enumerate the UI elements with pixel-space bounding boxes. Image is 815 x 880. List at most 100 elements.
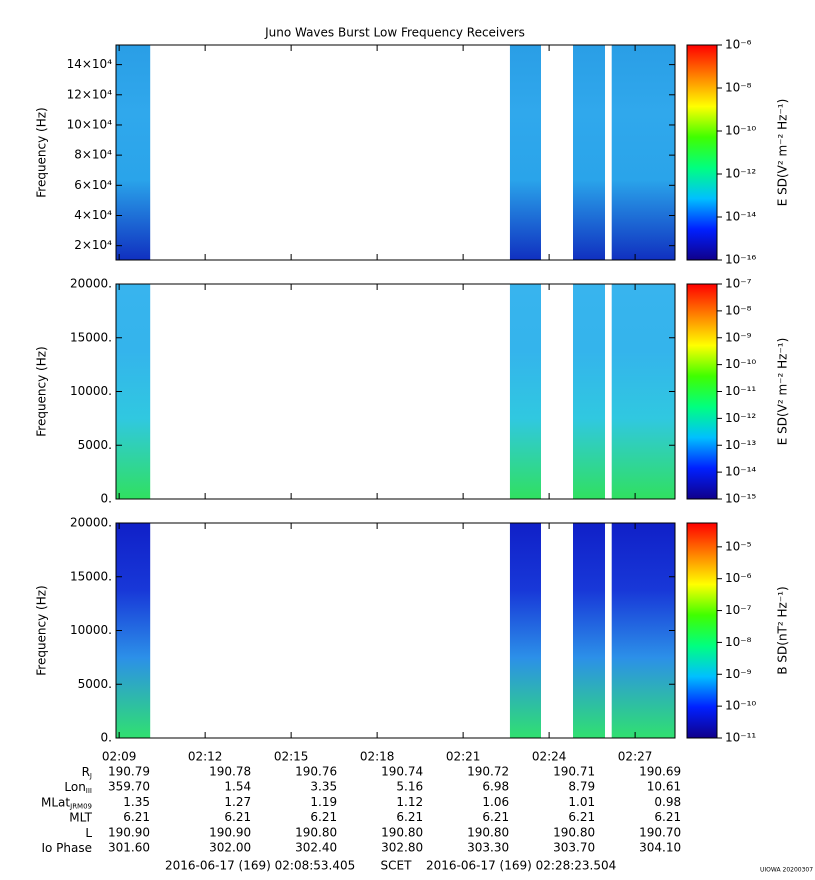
- footer-label: SCET: [381, 859, 413, 873]
- ephemeris-value: 190.79: [108, 765, 150, 779]
- ephemeris-label: Io Phase: [41, 841, 92, 855]
- colorbar-label: B SD(nT² Hz⁻¹): [776, 586, 790, 674]
- y-tick-label: 6×10⁴: [74, 178, 112, 192]
- colorbar-tick-label: 10⁻⁹: [725, 667, 752, 681]
- ephemeris-sub: J: [89, 772, 92, 780]
- ephemeris-value: 301.60: [108, 841, 150, 855]
- x-tick-label: 02:15: [274, 750, 309, 764]
- ephemeris-value: 190.70: [639, 825, 681, 839]
- spectrogram-block: [611, 523, 675, 738]
- y-tick-label: 12×10⁴: [67, 87, 113, 101]
- ephemeris-value: 6.21: [224, 810, 251, 824]
- ephemeris-sub: III: [86, 787, 92, 795]
- y-tick-label: 8×10⁴: [74, 148, 112, 162]
- credit: UIOWA 20200307: [760, 867, 813, 874]
- y-axis-label: Frequency (Hz): [35, 107, 49, 198]
- colorbar-tick-label: 10⁻¹⁰: [725, 699, 756, 713]
- ephemeris-value: 302.80: [381, 841, 423, 855]
- y-tick-label: 10000.: [70, 384, 112, 398]
- spectrogram-block: [611, 45, 675, 260]
- ephemeris-value: 359.70: [108, 780, 150, 794]
- y-tick-label: 2×10⁴: [74, 238, 112, 252]
- y-tick-label: 10000.: [70, 623, 112, 637]
- colorbar-tick-label: 10⁻⁶: [725, 38, 752, 52]
- colorbar-tick-label: 10⁻⁷: [725, 603, 752, 617]
- colorbar-tick-label: 10⁻¹⁴: [725, 210, 756, 224]
- ephemeris-value: 190.71: [553, 765, 595, 779]
- spectrogram-block: [573, 523, 606, 738]
- x-tick-label: 02:27: [618, 750, 653, 764]
- ephemeris-name: Io Phase: [41, 841, 92, 855]
- plot-frame: [115, 44, 676, 261]
- y-tick-label: 0.: [101, 731, 112, 745]
- ephemeris-value: 303.70: [553, 841, 595, 855]
- spectrogram-block: [573, 284, 606, 499]
- y-tick-label: 5000.: [78, 438, 112, 452]
- spectrogram-block: [509, 45, 541, 260]
- ephemeris-value: 190.90: [209, 825, 251, 839]
- colorbar-tick-label: 10⁻¹⁴: [725, 465, 756, 479]
- ephemeris-value: 303.30: [467, 841, 509, 855]
- spectrogram-block: [509, 284, 541, 499]
- ephemeris-value: 6.21: [310, 810, 337, 824]
- colorbar-tick-label: 10⁻⁶: [725, 571, 752, 585]
- ephemeris-value: 190.80: [467, 825, 509, 839]
- colorbar-tick-label: 10⁻¹⁰: [725, 357, 756, 371]
- ephemeris-value: 1.01: [568, 795, 595, 809]
- ephemeris-value: 1.19: [310, 795, 337, 809]
- y-tick-label: 15000.: [70, 569, 112, 583]
- colorbar-tick-label: 10⁻⁹: [725, 330, 752, 344]
- colorbar-tick-label: 10⁻⁵: [725, 539, 752, 553]
- y-tick-label: 14×10⁴: [67, 57, 113, 71]
- ephemeris-value: 190.80: [381, 825, 423, 839]
- ephemeris-label: MLT: [69, 810, 92, 824]
- ephemeris-value: 304.10: [639, 841, 681, 855]
- colorbar-label: E SD(V² m⁻² Hz⁻¹): [776, 99, 790, 207]
- colorbar-tick-label: 10⁻⁸: [725, 303, 752, 317]
- ephemeris-name: R: [82, 765, 90, 779]
- ephemeris-value: 190.90: [108, 825, 150, 839]
- y-tick-label: 0.: [101, 492, 112, 506]
- ephemeris-value: 190.69: [639, 765, 681, 779]
- spectrogram-block: [115, 45, 151, 260]
- ephemeris-value: 5.16: [396, 780, 423, 794]
- ephemeris-sub: JRM09: [69, 802, 92, 810]
- ephemeris-value: 6.98: [482, 780, 509, 794]
- colorbar-tick-label: 10⁻¹¹: [725, 731, 756, 745]
- spectrogram-block: [573, 45, 606, 260]
- colorbar: [686, 522, 718, 739]
- colorbar-tick-label: 10⁻¹⁶: [725, 253, 756, 267]
- ephemeris-value: 1.35: [123, 795, 150, 809]
- ephemeris-value: 6.21: [568, 810, 595, 824]
- ephemeris-label: RJ: [82, 765, 92, 781]
- ephemeris-value: 6.21: [482, 810, 509, 824]
- title: Juno Waves Burst Low Frequency Receivers: [264, 26, 525, 40]
- ephemeris-value: 6.21: [654, 810, 681, 824]
- footer-start: 2016-06-17 (169) 02:08:53.405: [165, 859, 355, 873]
- colorbar-tick-label: 10⁻¹²: [725, 411, 756, 425]
- ephemeris-value: 1.06: [482, 795, 509, 809]
- ephemeris-label: MLatJRM09: [41, 795, 92, 811]
- ephemeris-value: 6.21: [123, 810, 150, 824]
- colorbar-tick-label: 10⁻¹²: [725, 167, 756, 181]
- colorbar-tick-label: 10⁻⁸: [725, 635, 752, 649]
- colorbar-tick-label: 10⁻¹⁵: [725, 492, 756, 506]
- x-tick-label: 02:12: [188, 750, 223, 764]
- ephemeris-value: 190.76: [295, 765, 337, 779]
- ephemeris-value: 10.61: [647, 780, 681, 794]
- y-axis-label: Frequency (Hz): [35, 585, 49, 676]
- ephemeris-value: 190.74: [381, 765, 423, 779]
- ephemeris-value: 8.79: [568, 780, 595, 794]
- ephemeris-name: Lon: [64, 780, 85, 794]
- y-tick-label: 20000.: [70, 516, 112, 530]
- ephemeris-value: 0.98: [654, 795, 681, 809]
- y-tick-label: 20000.: [70, 277, 112, 291]
- y-axis-label: Frequency (Hz): [35, 346, 49, 437]
- x-tick-label: 02:24: [532, 750, 567, 764]
- ephemeris-value: 6.21: [396, 810, 423, 824]
- colorbar-tick-label: 10⁻¹¹: [725, 384, 756, 398]
- x-tick-label: 02:18: [360, 750, 395, 764]
- ephemeris-name: MLat: [41, 795, 70, 809]
- ephemeris-value: 190.80: [295, 825, 337, 839]
- ephemeris-value: 190.78: [209, 765, 251, 779]
